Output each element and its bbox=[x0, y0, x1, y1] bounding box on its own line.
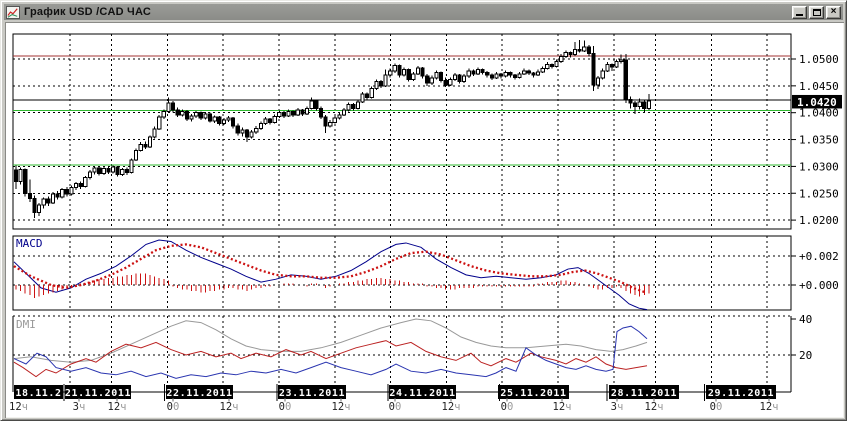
maximize-button[interactable] bbox=[809, 5, 824, 19]
svg-text:12ч: 12ч bbox=[553, 401, 572, 413]
date-box bbox=[65, 385, 131, 399]
current-price-badge: 1.0420 bbox=[792, 94, 842, 109]
macd-layer: MACD +0.002 +0.000 bbox=[13, 237, 839, 311]
svg-text:29.11.2011: 29.11.2011 bbox=[708, 388, 774, 399]
chart-icon bbox=[6, 5, 20, 19]
window-title: График USD /CAD ЧАС bbox=[24, 6, 151, 18]
svg-text:25.11.2011: 25.11.2011 bbox=[500, 388, 566, 399]
close-button[interactable]: × bbox=[826, 5, 841, 19]
chart-surface[interactable]: 1.0500 1.0450 1.0400 1.0350 1.0300 1.0250 1.02… bbox=[5, 22, 844, 418]
svg-text:12ч: 12ч bbox=[760, 401, 779, 413]
svg-text:18.11.2: 18.11.2 bbox=[15, 388, 61, 399]
titlebar[interactable]: График USD /CAD ЧАС × bbox=[4, 4, 843, 20]
grid-layer bbox=[12, 33, 792, 392]
maximize-icon bbox=[812, 8, 821, 16]
minimize-button[interactable] bbox=[792, 5, 807, 19]
chart-client-area[interactable]: 1.0500 1.0450 1.0400 1.0350 1.0300 1.0250 1.02… bbox=[5, 22, 844, 418]
svg-text:12ч: 12ч bbox=[220, 401, 239, 413]
svg-text:00: 00 bbox=[279, 401, 292, 413]
date-box bbox=[389, 385, 456, 399]
svg-text:MACD: MACD bbox=[16, 237, 43, 250]
svg-text:12ч: 12ч bbox=[442, 401, 461, 413]
svg-text:1.0350: 1.0350 bbox=[799, 134, 839, 147]
dmi-layer: DMI 40 20 bbox=[13, 313, 812, 379]
date-box bbox=[278, 385, 346, 399]
price-axis: 1.0500 1.0450 1.0400 1.0350 1.0300 1.0250 1.02… bbox=[791, 53, 839, 227]
svg-text:1.0420: 1.0420 bbox=[797, 96, 837, 109]
svg-text:3ч: 3ч bbox=[611, 401, 624, 413]
candles-layer bbox=[13, 40, 652, 218]
svg-text:00: 00 bbox=[389, 401, 402, 413]
svg-text:28.11.2011: 28.11.2011 bbox=[611, 388, 677, 399]
svg-text:00: 00 bbox=[501, 401, 514, 413]
svg-text:12ч: 12ч bbox=[332, 401, 351, 413]
svg-text:00: 00 bbox=[710, 401, 723, 413]
svg-text:00: 00 bbox=[167, 401, 180, 413]
svg-text:1.0450: 1.0450 bbox=[799, 80, 839, 93]
svg-text:+0.000: +0.000 bbox=[799, 279, 839, 292]
svg-text:3ч: 3ч bbox=[73, 401, 86, 413]
window-controls: × bbox=[792, 5, 841, 19]
svg-text:1.0200: 1.0200 bbox=[799, 214, 839, 227]
svg-text:12ч: 12ч bbox=[108, 401, 127, 413]
svg-text:21.11.2011: 21.11.2011 bbox=[65, 388, 131, 399]
date-box bbox=[166, 385, 233, 399]
date-box bbox=[498, 385, 569, 399]
svg-text:22.11.2011: 22.11.2011 bbox=[166, 388, 232, 399]
svg-text:1.0400: 1.0400 bbox=[799, 107, 839, 120]
svg-text:40: 40 bbox=[799, 313, 812, 326]
time-axis: 18.11.2 21.11.2011 22.11.2011 23.11.2011 24.… bbox=[9, 384, 791, 413]
macd-histogram bbox=[15, 273, 650, 299]
svg-text:24.11.2011: 24.11.2011 bbox=[389, 388, 455, 399]
svg-text:1.0500: 1.0500 bbox=[799, 53, 839, 66]
svg-text:12ч: 12ч bbox=[645, 401, 664, 413]
svg-text:1.0250: 1.0250 bbox=[799, 187, 839, 200]
svg-text:+0.002: +0.002 bbox=[799, 250, 839, 263]
trend-lines-layer bbox=[13, 55, 791, 166]
minimize-icon bbox=[796, 13, 803, 16]
date-box bbox=[14, 385, 63, 399]
svg-text:20: 20 bbox=[799, 349, 812, 362]
svg-text:DMI: DMI bbox=[16, 318, 36, 331]
date-box bbox=[609, 385, 679, 399]
svg-text:12ч: 12ч bbox=[9, 401, 28, 413]
date-box bbox=[706, 385, 776, 399]
svg-text:1.0300: 1.0300 bbox=[799, 160, 839, 173]
svg-text:23.11.2011: 23.11.2011 bbox=[279, 388, 345, 399]
